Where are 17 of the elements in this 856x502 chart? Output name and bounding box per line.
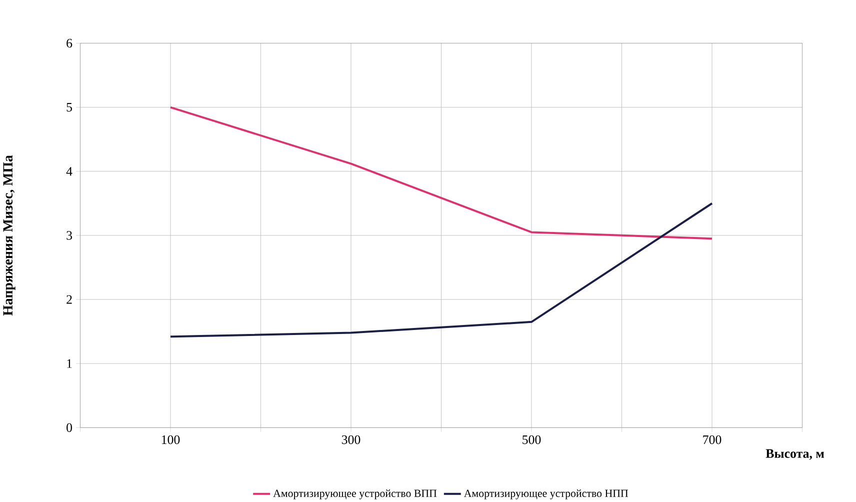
y-tick-label: 2 [66, 295, 72, 304]
legend-label: Амортизирующее устройство НПП [464, 489, 628, 500]
legend-label: Амортизирующее устройство ВПП [273, 489, 437, 500]
line-series [170, 202, 714, 338]
y-tick-label: 6 [66, 38, 72, 48]
y-tick-label: 0 [66, 423, 72, 432]
y-axis-title: Напряжения Мизес, МПа [3, 155, 16, 316]
y-tick-label: 4 [66, 166, 72, 176]
x-tick-label: 700 [703, 435, 722, 444]
y-tick-label: 1 [67, 359, 72, 368]
y-tick-label: 3 [66, 230, 72, 240]
x-tick-label: 100 [162, 435, 180, 444]
line-series [170, 106, 714, 240]
x-tick-label: 500 [522, 435, 541, 444]
x-axis-title: Высота, м [766, 449, 824, 460]
y-tick-label: 5 [66, 102, 72, 112]
x-tick-label: 300 [342, 435, 360, 444]
